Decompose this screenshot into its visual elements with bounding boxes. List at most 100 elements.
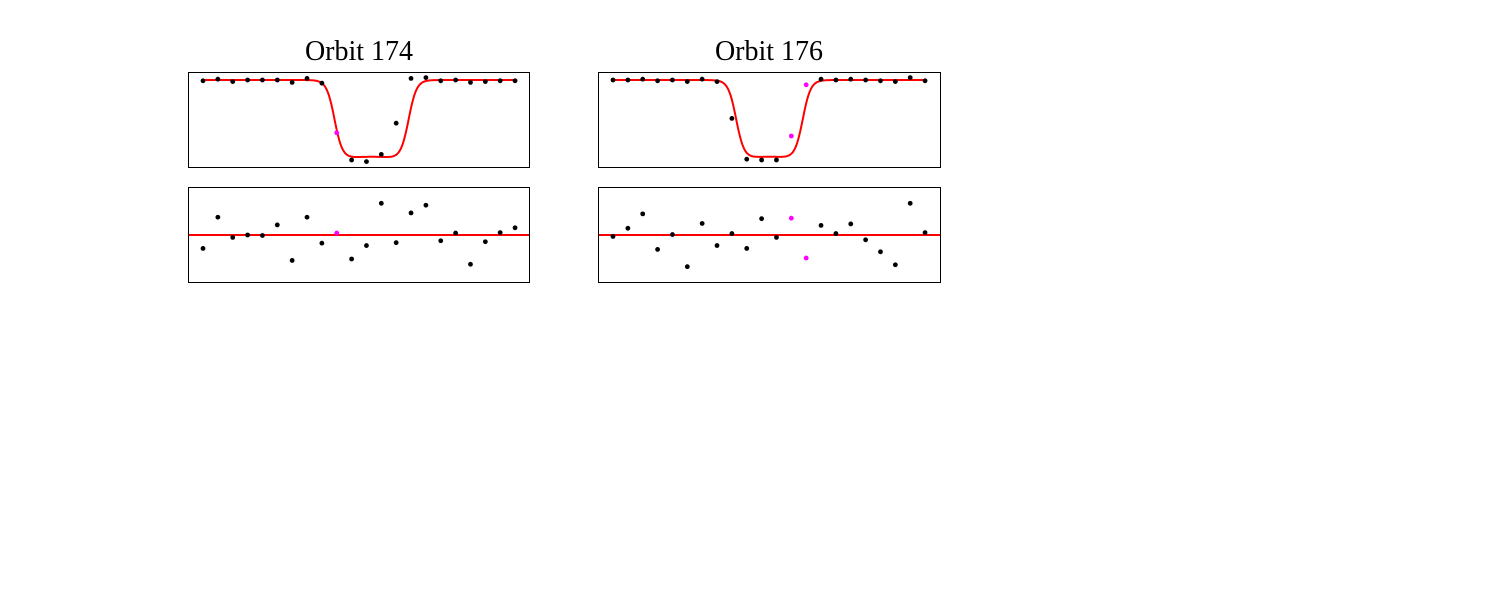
orbit-176-light-curve-data-point [699,76,705,82]
orbit-174-residuals-data-point [453,230,459,236]
orbit-174-light-curve-data-point [245,77,250,83]
orbit-176-residuals-data-point [684,264,690,270]
orbit-176-residuals-data-point [655,247,660,252]
orbit-174-light-curve-data-point [230,79,236,84]
orbit-176-light-curve-frame [598,72,941,168]
orbit-176-light-curve-data-point [610,77,616,83]
orbit-174-residuals-frame [188,187,530,283]
orbit-174-light-curve-model-curve [203,79,516,159]
orbit-174-residuals-data-point [468,261,473,267]
orbit-176-residuals-data-point [878,249,883,255]
orbit-176-residuals-panel [598,187,941,283]
orbit-176-light-curve-data-point [833,77,839,83]
orbit-174-light-curve-data-point [215,76,221,82]
orbit-176-light-curve-data-point [729,116,735,121]
orbit-174-light-curve-data-point [423,75,429,80]
orbit-174-light-curve-highlighted-point [334,130,340,136]
orbit-174-residuals-data-point [245,232,250,238]
orbit-174-light-curve-data-point [497,78,503,84]
orbit-176-light-curve-data-point [625,77,631,83]
orbit-174-light-curve-data-point [512,78,518,84]
chart-title-orbit-176: Orbit 176 [714,36,824,67]
orbit-174-residuals-data-point [304,214,310,220]
orbit-174-light-curve-data-point [349,157,354,163]
orbit-174-light-curve-data-point [200,78,206,84]
orbit-174-residuals-data-point [200,246,206,251]
orbit-176-residuals-data-point [625,225,631,231]
orbit-176-light-curve-data-point [714,79,720,84]
orbit-174-residuals-data-point [364,243,369,248]
orbit-174-residuals-data-point [319,240,325,246]
orbit-176-light-curve-data-point [892,79,898,84]
orbit-176-light-curve-data-point [774,157,779,163]
orbit-176-light-curve-panel [598,72,941,168]
orbit-174-residuals-data-point [378,200,384,206]
orbit-176-light-curve-data-point [655,78,660,84]
orbit-176-light-curve-data-point [640,76,646,82]
orbit-176-light-curve-data-point [922,78,928,84]
orbit-176-light-curve-data-point [744,156,750,162]
orbit-176-residuals-data-point [640,211,646,217]
chart-title-orbit-174: Orbit 174 [304,36,414,67]
orbit-174-residuals-data-point [274,222,280,228]
orbit-176-residuals-data-point [610,234,616,239]
orbit-176-light-curve-data-point [670,77,675,83]
orbit-176-residuals-data-point [907,200,913,206]
orbit-176-residuals-frame [598,187,941,283]
orbit-174-light-curve-data-point [378,152,384,157]
orbit-174-light-curve-data-point [468,80,473,85]
orbit-174-residuals-data-point [423,202,429,208]
orbit-174-residuals-data-point [512,225,518,231]
orbit-174-light-curve-data-point [364,159,369,164]
orbit-174-light-curve-data-point [319,80,325,86]
orbit-176-light-curve-data-point [684,79,690,84]
orbit-176-light-curve-data-point [759,157,764,163]
orbit-174-light-curve-data-point [304,76,310,81]
orbit-176-residuals-data-point [848,221,854,227]
orbit-174-residuals-data-point [497,230,503,235]
orbit-176-light-curve-model-curve [613,79,926,158]
orbit-174-residuals-data-point [408,210,414,216]
orbit-176-light-curve-data-point [818,76,824,82]
orbit-174-residuals-data-point [393,240,399,246]
orbit-174-light-curve-data-point [289,80,295,85]
orbit-174-residuals-data-point [260,233,265,238]
orbit-174-light-curve-data-point [393,120,399,126]
orbit-174-light-curve-data-point [453,77,459,83]
orbit-174-light-curve-data-point [274,77,280,83]
orbit-176-residuals-data-point [744,246,750,251]
orbit-174-light-curve-frame [188,72,530,168]
orbit-174-residuals-panel [188,187,530,283]
orbit-174-residuals-data-point [349,256,354,262]
orbit-176-residuals-data-point [922,230,928,235]
orbit-176-light-curve-data-point [848,76,854,82]
orbit-174-residuals-data-point [438,238,444,244]
orbit-176-light-curve-data-point [878,78,883,84]
orbit-174-residuals-data-point [482,239,488,245]
orbit-176-residuals-data-point [729,231,735,236]
orbit-174-light-curve-data-point [408,76,414,81]
orbit-176-residuals-data-point [892,262,898,268]
orbit-176-residuals-data-point [774,235,779,240]
orbit-174-light-curve-data-point [260,77,265,83]
orbit-174-light-curve-data-point [482,79,488,84]
orbit-176-residuals-data-point [759,216,764,222]
orbit-176-residuals-data-point [714,243,720,248]
orbit-174-residuals-highlighted-point [334,230,340,236]
orbit-174-light-curve-panel [188,72,530,168]
orbit-174-residuals-data-point [289,258,295,263]
orbit-176-residuals-data-point [818,223,824,228]
orbit-176-residuals-highlighted-point [803,255,809,261]
orbit-176-residuals-data-point [670,232,675,237]
orbit-176-light-curve-data-point [907,75,913,80]
orbit-176-light-curve-data-point [863,77,869,83]
orbit-174-residuals-data-point [215,214,221,220]
orbit-176-residuals-data-point [699,221,705,226]
orbit-174-light-curve-data-point [438,78,444,84]
orbit-174-residuals-data-point [230,235,236,240]
orbit-176-residuals-data-point [863,237,869,243]
orbit-176-light-curve-highlighted-point [788,133,794,139]
orbit-176-light-curve-highlighted-point [803,82,809,88]
orbit-176-residuals-data-point [833,231,839,236]
orbit-176-residuals-highlighted-point [788,215,794,221]
